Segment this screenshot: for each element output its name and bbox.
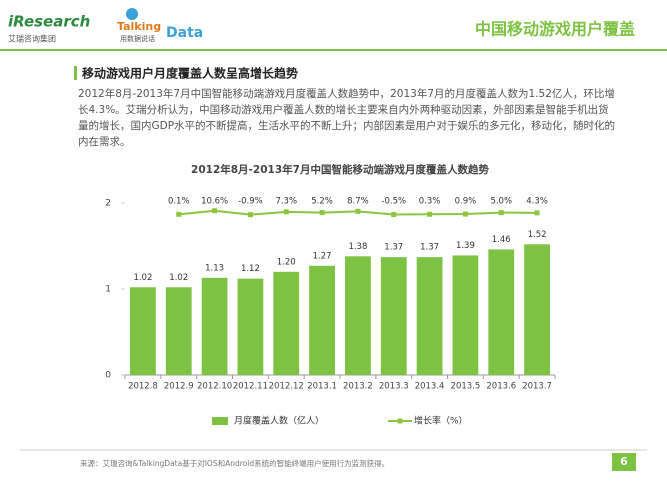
logo: Data	[166, 25, 203, 41]
line-label: 8.7%	[347, 197, 369, 207]
bar	[416, 257, 443, 375]
page-number: 6	[620, 455, 628, 468]
x-tick-label: 2012.9	[164, 382, 194, 392]
bar-label: 1.12	[241, 264, 260, 274]
legend-swatch	[397, 418, 403, 424]
logo: iResearch	[8, 13, 90, 31]
x-tick-label: 2013.2	[343, 382, 373, 392]
x-tick-label: 2012.11	[233, 382, 268, 392]
y-tick-label: 1	[105, 285, 111, 295]
x-tick-label: 2013.6	[486, 382, 516, 392]
logo-icon	[126, 8, 138, 20]
line-label: 0.9%	[455, 197, 477, 207]
body-text: 2012年8月-2013年7月中国智能移动端游戏月度覆盖人数趋势中，2013年7…	[78, 88, 616, 148]
header-title: 中国移动游戏用户覆盖	[475, 20, 635, 39]
line-marker	[498, 210, 504, 216]
logo: Talking	[117, 20, 161, 33]
line-label: -0.9%	[238, 197, 263, 207]
line-marker	[355, 208, 361, 214]
line-label: 7.3%	[275, 197, 297, 207]
bar	[380, 257, 407, 375]
bar-label: 1.39	[456, 241, 475, 251]
bar-label: 1.02	[133, 273, 152, 283]
line-marker	[247, 212, 253, 218]
line-label: 4.3%	[526, 197, 548, 207]
x-tick-label: 2013.4	[415, 382, 445, 392]
bar	[488, 249, 515, 375]
x-tick-label: 2013.5	[451, 382, 481, 392]
y-tick-label: 2	[105, 199, 111, 209]
logo-sub: 艾瑞咨询集团	[8, 34, 56, 44]
line-label: 0.1%	[168, 197, 190, 207]
legend-label: 增长率（%）	[414, 415, 468, 427]
line-label: 5.0%	[490, 197, 512, 207]
x-tick-label: 2013.7	[522, 382, 552, 392]
line-marker	[427, 211, 433, 217]
bar	[309, 265, 335, 375]
x-tick-label: 2012.10	[197, 382, 232, 392]
page-badge	[612, 453, 636, 471]
chart-title: 2012年8月-2013年7月中国智能移动端游戏月度覆盖人数趋势	[191, 163, 489, 176]
line-label: -0.5%	[381, 197, 406, 207]
bar	[273, 271, 300, 375]
bar	[452, 255, 479, 375]
bar-label: 1.02	[169, 273, 188, 283]
line-marker	[283, 209, 289, 215]
bar	[201, 277, 228, 375]
bar-label: 1.27	[313, 251, 332, 261]
bar	[345, 256, 371, 375]
line-marker	[176, 211, 182, 217]
x-tick-label: 2012.12	[269, 382, 304, 392]
bar-label: 1.38	[348, 242, 367, 252]
bar	[237, 278, 264, 375]
line-marker	[534, 210, 540, 216]
bar-label: 1.37	[420, 243, 439, 253]
logo-sub: 用数据说话	[120, 34, 155, 43]
line-marker	[212, 208, 218, 214]
bar-label: 1.46	[492, 235, 511, 245]
bar-label: 1.13	[205, 263, 224, 273]
bar	[524, 244, 550, 375]
x-tick-label: 2012.8	[128, 382, 158, 392]
bar-label: 1.37	[384, 243, 403, 253]
legend-label: 月度覆盖人数（亿人）	[234, 415, 324, 427]
x-tick-label: 2013.3	[379, 382, 409, 392]
line-marker	[462, 211, 468, 217]
bar	[130, 287, 156, 375]
line-marker	[391, 212, 397, 218]
line-label: 10.6%	[201, 197, 228, 207]
y-tick-label: 0	[105, 371, 111, 381]
bar-label: 1.52	[528, 230, 547, 240]
bar-label: 1.20	[277, 257, 296, 267]
section-title: 移动游戏用户月度覆盖人数呈高增长趋势	[82, 66, 298, 81]
line-label: 0.3%	[419, 197, 441, 207]
line-marker	[319, 210, 325, 216]
section-marker	[74, 66, 77, 80]
x-tick-label: 2013.1	[307, 382, 337, 392]
legend-swatch	[212, 417, 228, 425]
bar	[165, 287, 192, 375]
line-label: 5.2%	[311, 197, 333, 207]
footer-source: 来源：艾瑞咨询&TalkingData基于对IOS和Android系统的智能终端…	[80, 458, 389, 468]
